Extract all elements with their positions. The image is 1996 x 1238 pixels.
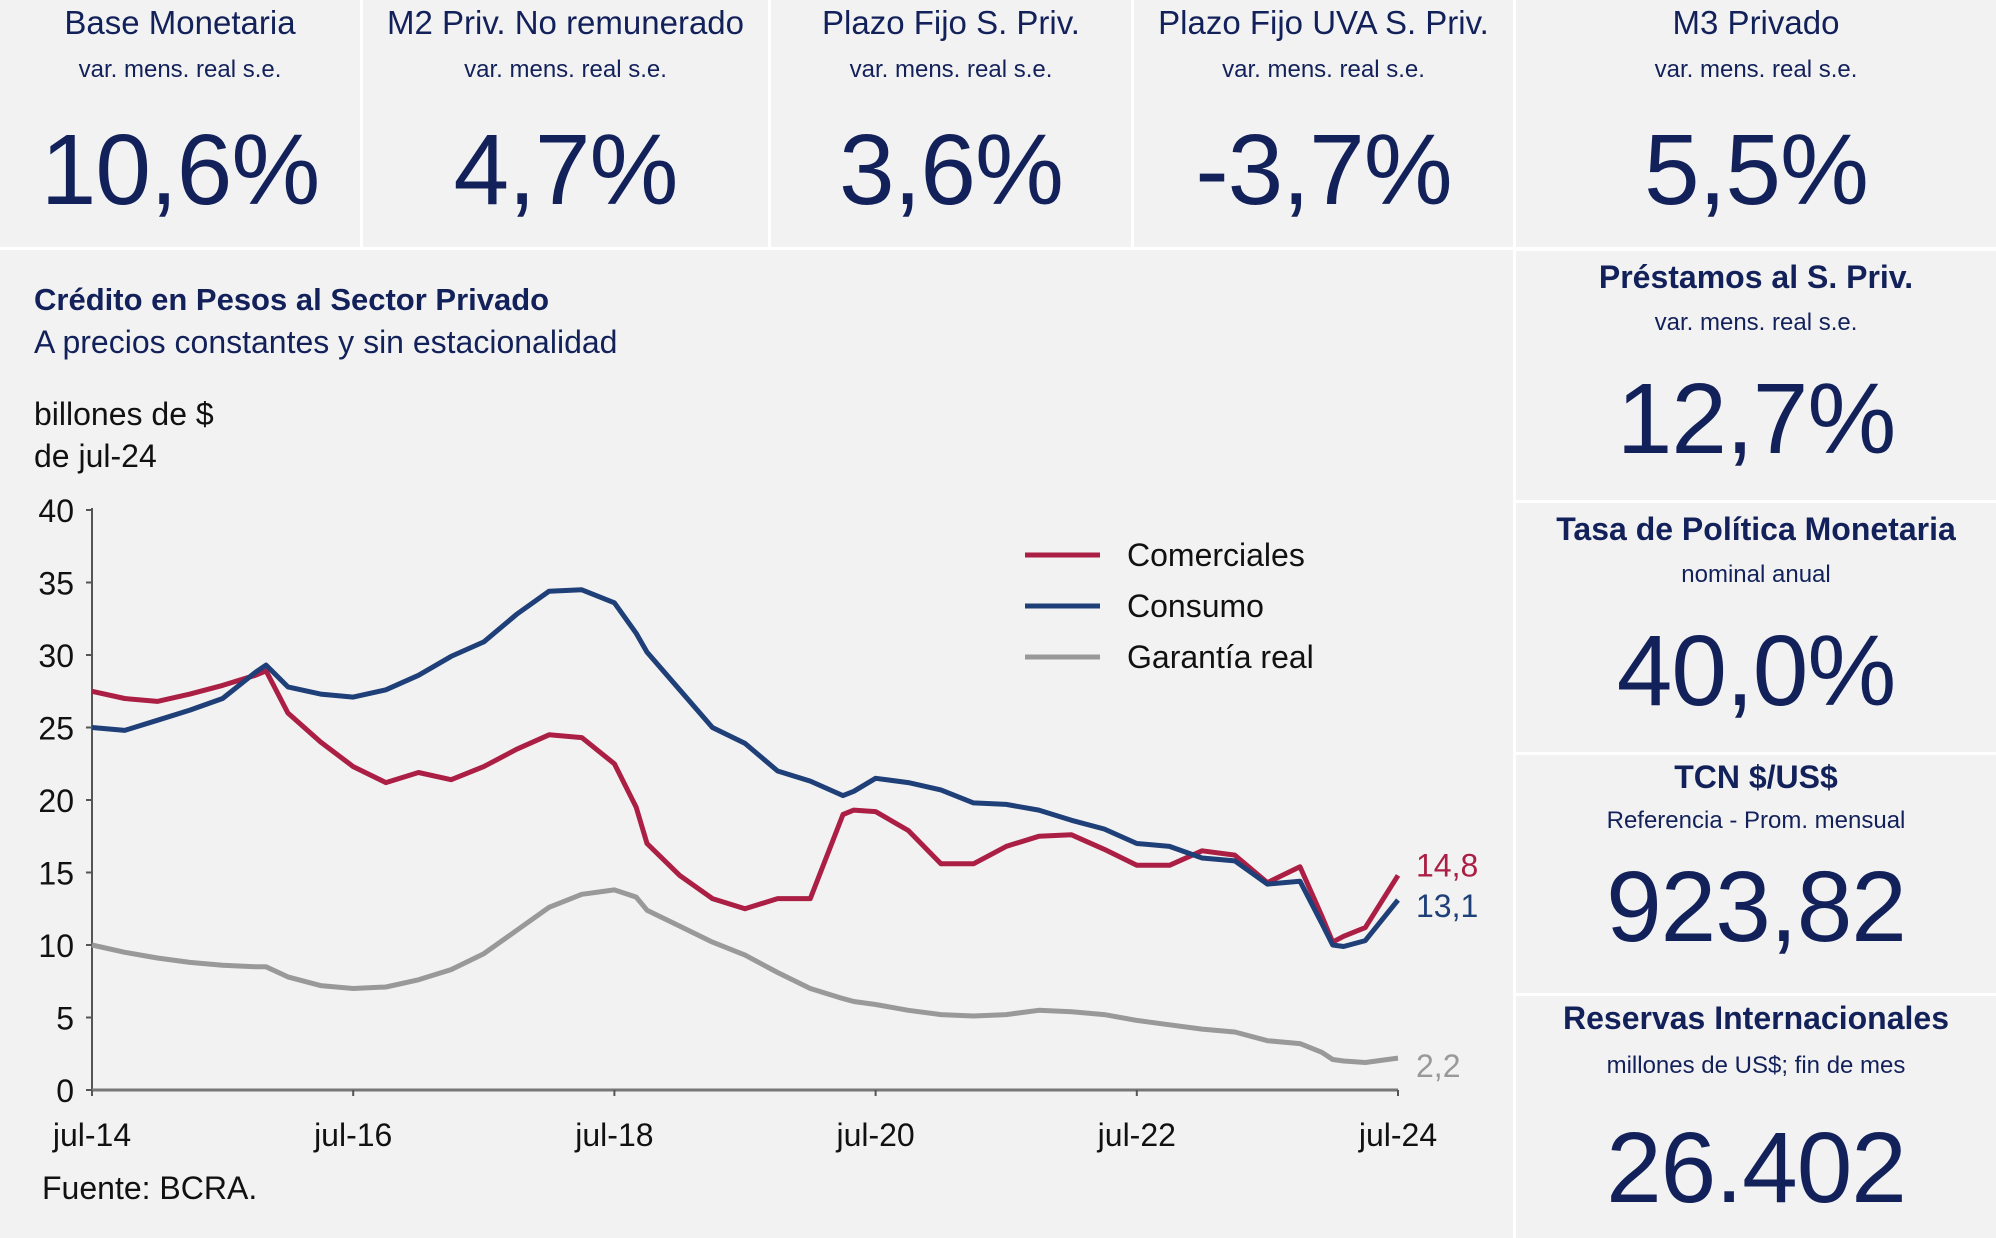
kpi-base-monetaria: Base Monetaria var. mens. real s.e. 10,6… — [0, 0, 360, 247]
x-tick-label: jul-22 — [1097, 1117, 1176, 1153]
y-axis-label-line2: de jul-24 — [34, 438, 157, 474]
kpi-subtitle: nominal anual — [1681, 561, 1831, 588]
y-tick-label: 40 — [38, 493, 74, 529]
kpi-value: 40,0% — [1616, 615, 1897, 727]
kpi-title: Préstamos al S. Priv. — [1598, 259, 1914, 295]
kpi-plazo-fijo: Plazo Fijo S. Priv. var. mens. real s.e.… — [771, 0, 1131, 247]
y-axis-label-line1: billones de $ — [34, 396, 214, 432]
legend-label: Garantía real — [1127, 639, 1314, 675]
end-label: 14,8 — [1416, 847, 1478, 883]
y-tick-label: 5 — [56, 1001, 74, 1037]
kpi-value: 10,6% — [40, 114, 321, 226]
y-tick-label: 10 — [38, 928, 74, 964]
chart-panel: Crédito en Pesos al Sector Privado A pre… — [0, 250, 1513, 1238]
kpi-subtitle: Referencia - Prom. mensual — [1606, 807, 1906, 834]
kpi-plazo-fijo-uva: Plazo Fijo UVA S. Priv. var. mens. real … — [1134, 0, 1513, 247]
kpi-title: Plazo Fijo S. Priv. — [822, 4, 1080, 41]
y-tick-label: 35 — [38, 566, 74, 602]
kpi-title: Reservas Internacionales — [1563, 1000, 1949, 1036]
y-tick-label: 25 — [38, 711, 74, 747]
y-tick-label: 15 — [38, 856, 74, 892]
kpi-title: TCN $/US$ — [1674, 759, 1838, 795]
kpi-subtitle: var. mens. real s.e. — [1222, 56, 1425, 83]
chart-title: Crédito en Pesos al Sector Privado — [34, 282, 550, 317]
kpi-prestamos: Préstamos al S. Priv. var. mens. real s.… — [1516, 251, 1996, 500]
line-chart: 0 5 10 15 20 25 30 35 40 jul-14 jul-16 jul-18 jul-20… — [38, 493, 1478, 1153]
kpi-title: M2 Priv. No remunerado — [386, 4, 745, 41]
y-tick-label: 0 — [56, 1073, 74, 1109]
kpi-title: Tasa de Política Monetaria — [1556, 511, 1956, 547]
end-label: 2,2 — [1416, 1048, 1460, 1084]
legend-label: Comerciales — [1127, 537, 1305, 573]
x-tick-label: jul-24 — [1358, 1117, 1437, 1153]
series-line-comerciales — [91, 668, 1401, 945]
kpi-subtitle: var. mens. real s.e. — [1654, 309, 1858, 336]
x-tick-label: jul-14 — [52, 1117, 131, 1153]
x-tick-label: jul-20 — [835, 1117, 914, 1153]
kpi-value: -3,7% — [1195, 114, 1452, 226]
kpi-reservas: Reservas Internacionales millones de US$… — [1516, 996, 1996, 1238]
series-line-garant-a-real — [91, 887, 1399, 1065]
kpi-tasa-politica-monetaria: Tasa de Política Monetaria nominal anual… — [1516, 503, 1996, 752]
kpi-tcn: TCN $/US$ Referencia - Prom. mensual 923… — [1516, 755, 1996, 993]
y-tick-label: 20 — [38, 783, 74, 819]
kpi-subtitle: var. mens. real s.e. — [1654, 56, 1858, 83]
y-tick-label: 30 — [38, 638, 74, 674]
kpi-value: 4,7% — [453, 114, 679, 226]
kpi-subtitle: var. mens. real s.e. — [78, 56, 282, 83]
kpi-value: 923,82 — [1606, 851, 1907, 963]
kpi-title: Base Monetaria — [64, 4, 296, 41]
chart-subtitle: A precios constantes y sin estacionalida… — [34, 324, 618, 360]
kpi-title: M3 Privado — [1672, 4, 1840, 41]
kpi-m3-privado: M3 Privado var. mens. real s.e. 5,5% — [1516, 0, 1996, 247]
kpi-subtitle: var. mens. real s.e. — [464, 56, 667, 83]
legend-label: Consumo — [1127, 588, 1264, 624]
kpi-value: 12,7% — [1616, 363, 1897, 475]
kpi-title: Plazo Fijo UVA S. Priv. — [1158, 4, 1489, 41]
series-line-consumo — [91, 587, 1400, 949]
kpi-value: 5,5% — [1644, 114, 1869, 226]
kpi-value: 3,6% — [839, 114, 1064, 226]
end-label: 13,1 — [1416, 888, 1478, 924]
kpi-subtitle: var. mens. real s.e. — [849, 56, 1053, 83]
x-tick-label: jul-16 — [313, 1117, 392, 1153]
kpi-m2-priv-no-remunerado: M2 Priv. No remunerado var. mens. real s… — [363, 0, 768, 247]
x-tick-label: jul-18 — [574, 1117, 653, 1153]
kpi-value: 26.402 — [1606, 1112, 1907, 1224]
source-note: Fuente: BCRA. — [42, 1170, 258, 1206]
kpi-subtitle: millones de US$; fin de mes — [1606, 1052, 1906, 1079]
